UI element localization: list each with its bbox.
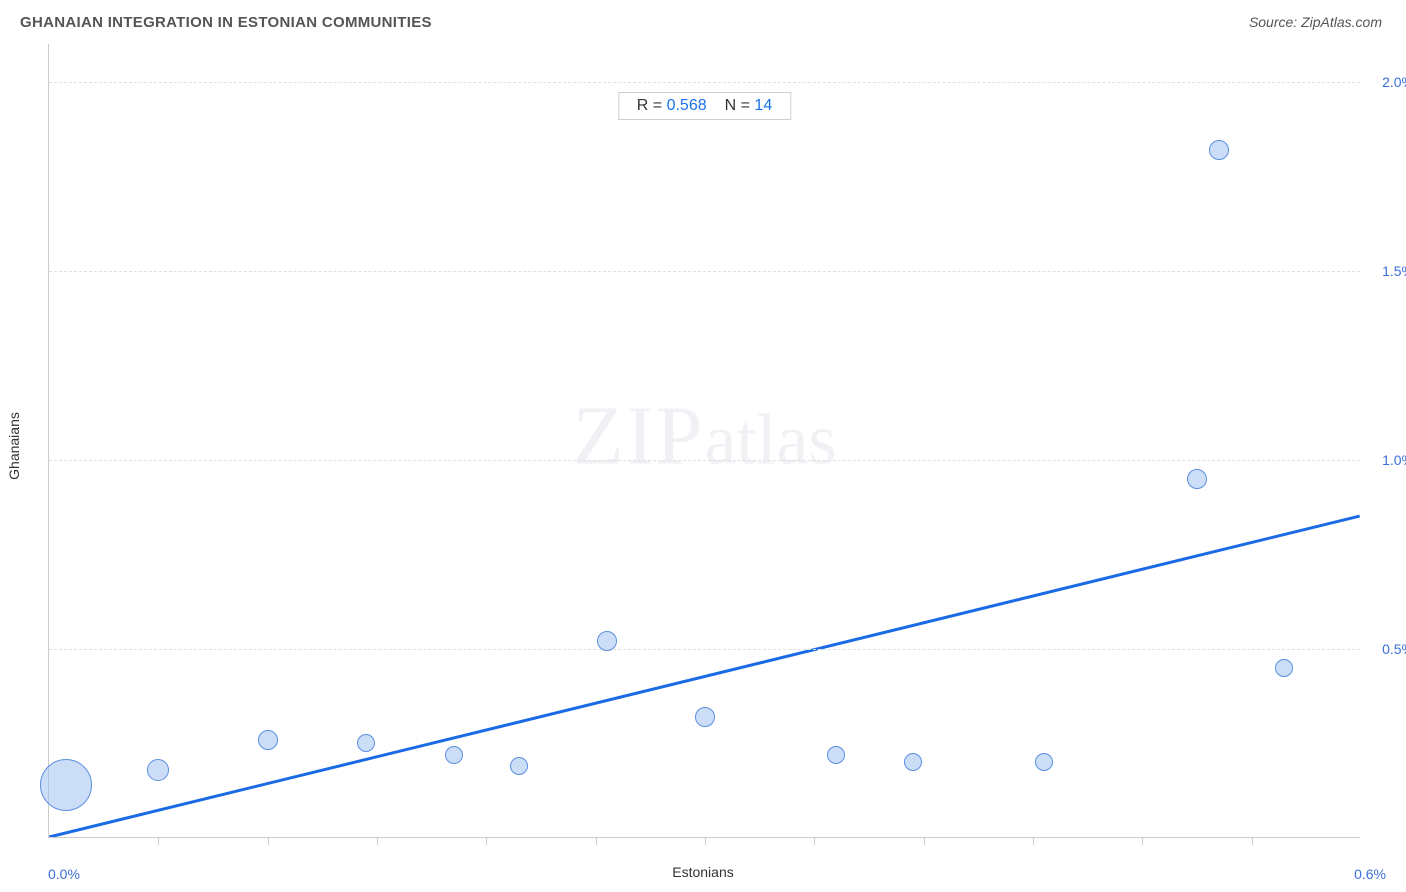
- data-point: [357, 734, 375, 752]
- n-label: N =: [725, 97, 755, 114]
- data-point: [445, 746, 463, 764]
- x-tick: [158, 837, 159, 845]
- data-point: [1275, 659, 1293, 677]
- n-value: 14: [754, 97, 772, 114]
- plot-area: ZIPatlas R = 0.568N = 14 0.5%1.0%1.5%2.0…: [48, 44, 1360, 838]
- data-point: [147, 759, 169, 781]
- y-tick-label: 0.5%: [1382, 641, 1406, 657]
- gridline: [49, 460, 1360, 461]
- data-point: [40, 759, 92, 811]
- stats-box: R = 0.568 N = 14: [618, 92, 791, 120]
- y-tick-label: 2.0%: [1382, 74, 1406, 90]
- data-point: [258, 730, 278, 750]
- r-label: R =: [637, 97, 667, 114]
- y-axis-title: Ghanaians: [6, 412, 22, 480]
- data-point: [1187, 469, 1207, 489]
- x-axis-end-label: 0.6%: [1354, 866, 1386, 882]
- y-tick-label: 1.0%: [1382, 452, 1406, 468]
- x-tick: [268, 837, 269, 845]
- x-tick: [705, 837, 706, 845]
- watermark-small: atlas: [705, 399, 837, 479]
- source-attribution: Source: ZipAtlas.com: [1249, 14, 1382, 30]
- trend-line: [49, 516, 1359, 837]
- data-point: [904, 753, 922, 771]
- gridline: [49, 649, 1360, 650]
- x-tick: [486, 837, 487, 845]
- x-tick: [596, 837, 597, 845]
- x-axis-title: Estonians: [672, 864, 733, 880]
- data-point: [597, 631, 617, 651]
- watermark: ZIPatlas: [573, 387, 837, 484]
- x-tick: [1033, 837, 1034, 845]
- x-axis-start-label: 0.0%: [48, 866, 80, 882]
- x-tick: [924, 837, 925, 845]
- data-point: [510, 757, 528, 775]
- x-tick: [1252, 837, 1253, 845]
- data-point: [1035, 753, 1053, 771]
- x-tick: [377, 837, 378, 845]
- watermark-big: ZIP: [573, 389, 705, 482]
- chart-title: GHANAIAN INTEGRATION IN ESTONIAN COMMUNI…: [20, 14, 432, 31]
- data-point: [827, 746, 845, 764]
- x-tick: [814, 837, 815, 845]
- data-point: [1209, 140, 1229, 160]
- r-value: 0.568: [667, 97, 707, 114]
- gridline: [49, 271, 1360, 272]
- x-tick: [1142, 837, 1143, 845]
- y-tick-label: 1.5%: [1382, 263, 1406, 279]
- data-point: [695, 707, 715, 727]
- chart-container: GHANAIAN INTEGRATION IN ESTONIAN COMMUNI…: [0, 0, 1406, 892]
- gridline: [49, 82, 1360, 83]
